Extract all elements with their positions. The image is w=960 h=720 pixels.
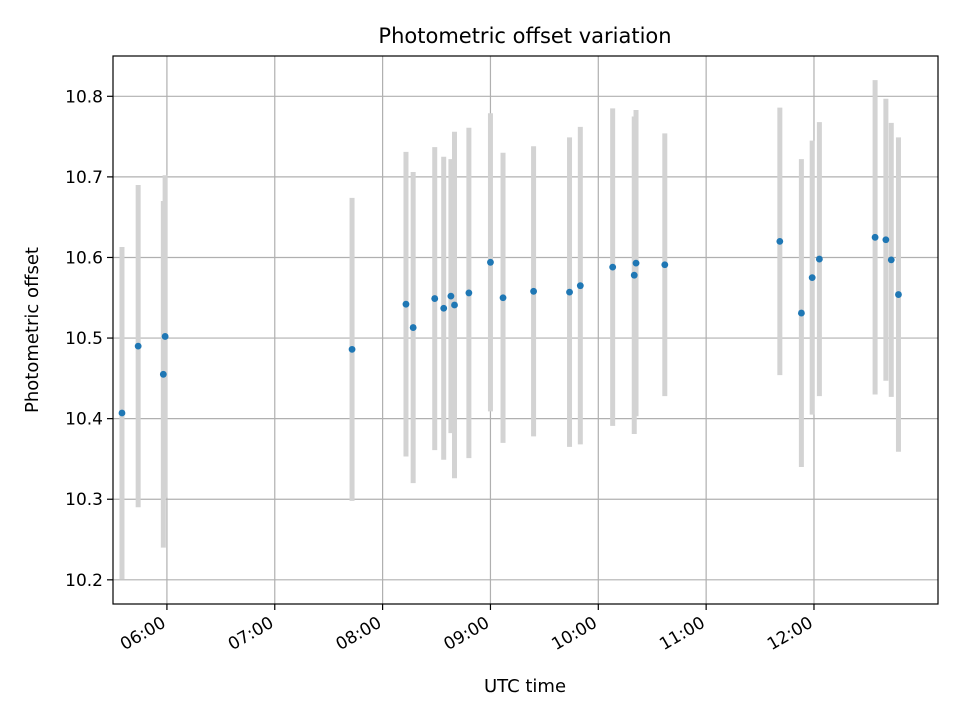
data-point xyxy=(882,236,890,244)
data-point xyxy=(632,259,640,267)
y-tick-label: 10.6 xyxy=(65,248,103,268)
data-point xyxy=(487,258,494,266)
data-point xyxy=(447,292,455,300)
data-point xyxy=(118,409,126,417)
data-point xyxy=(815,255,823,263)
plot-frame xyxy=(112,55,939,605)
data-point xyxy=(431,295,439,302)
y-tick-label: 10.2 xyxy=(65,571,103,591)
y-tick-label: 10.3 xyxy=(65,490,103,510)
data-point xyxy=(576,282,584,290)
y-tick-label: 10.8 xyxy=(65,87,103,107)
data-point xyxy=(776,237,784,245)
data-point xyxy=(630,271,638,279)
data-point xyxy=(661,261,669,269)
data-point xyxy=(134,342,142,350)
data-point xyxy=(161,333,169,340)
y-tick-label: 10.7 xyxy=(65,168,103,188)
y-axis-label: Photometric offset xyxy=(22,247,43,413)
data-point xyxy=(566,288,573,296)
data-point xyxy=(465,289,473,297)
y-tick-label: 10.4 xyxy=(65,410,103,430)
y-tick-label: 10.5 xyxy=(65,329,103,349)
data-point xyxy=(797,309,805,317)
data-point xyxy=(402,300,410,308)
data-point xyxy=(609,263,617,271)
data-point xyxy=(159,370,167,378)
data-point xyxy=(887,256,895,264)
data-point xyxy=(440,304,448,312)
data-point xyxy=(530,287,537,295)
x-axis-label: UTC time xyxy=(484,676,566,697)
data-point xyxy=(808,274,816,282)
data-point xyxy=(499,294,507,302)
data-point xyxy=(451,301,458,309)
data-point xyxy=(348,345,356,353)
chart-title: Photometric offset variation xyxy=(378,24,671,48)
data-point xyxy=(409,324,417,331)
data-point xyxy=(871,233,879,241)
data-points xyxy=(118,233,902,417)
data-point xyxy=(895,291,902,298)
